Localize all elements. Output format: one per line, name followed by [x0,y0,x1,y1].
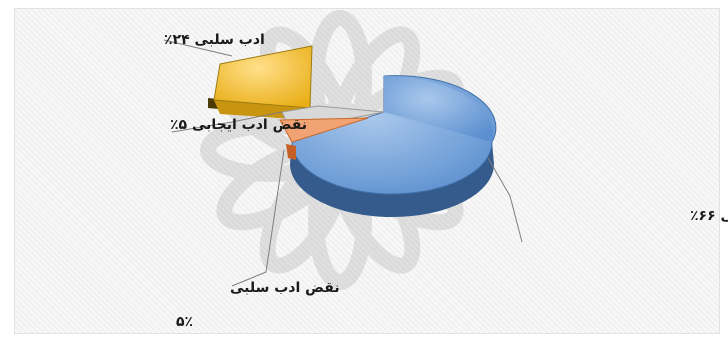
label-positive-politeness-violation: نقض ادب ایجابی ۵٪ [170,117,307,133]
label-negative-politeness-violation-line2: ۵٪ [176,314,193,330]
label-negative-politeness-violation-line1: نقض ادب سلبی [230,280,340,296]
label-positive-politeness: ادب ایجابی ۶۶٪ [690,208,728,224]
pie-slice-positive-politeness [290,75,497,218]
leader-lines [163,39,523,287]
label-negative-politeness: ادب سلبی ۲۴٪ [164,32,265,48]
pie-slice-negative-politeness [208,45,313,120]
pie-slice-negative-politeness-violation [279,117,369,160]
